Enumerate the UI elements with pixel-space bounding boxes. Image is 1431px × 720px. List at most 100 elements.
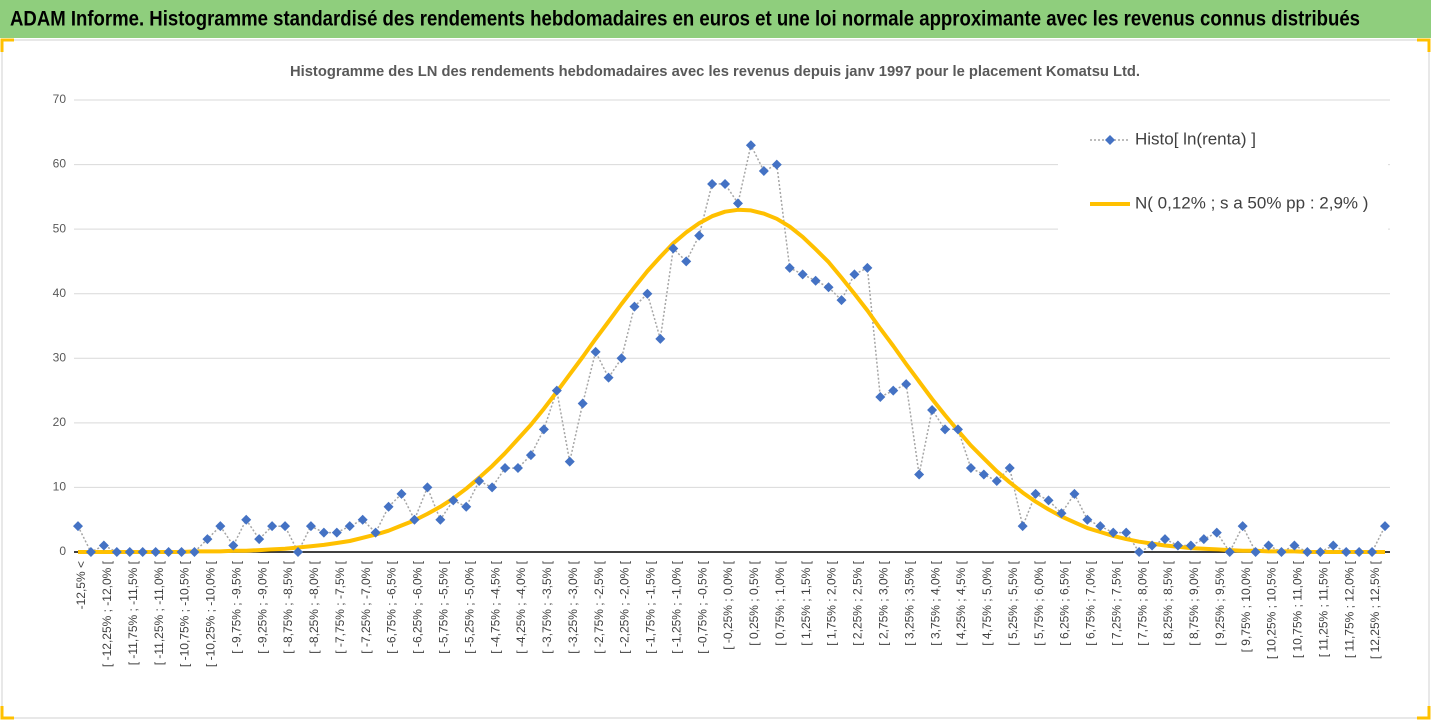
marker <box>254 534 265 545</box>
marker <box>202 534 213 545</box>
marker <box>1237 521 1248 532</box>
marker <box>577 398 588 409</box>
marker <box>331 527 342 538</box>
marker <box>784 262 795 273</box>
marker <box>500 463 511 474</box>
marker <box>849 269 860 280</box>
x-tick-label: [ -11,25% ; -11,0% [ <box>152 560 166 665</box>
marker <box>901 379 912 390</box>
marker <box>875 392 886 403</box>
marker <box>1030 488 1041 499</box>
x-tick-label: [ 2,75% ; 3,0% [ <box>876 560 890 645</box>
y-tick-label: 50 <box>53 221 67 235</box>
marker <box>292 547 303 557</box>
x-tick-label: [ -7,75% ; -7,5% [ <box>333 560 347 653</box>
marker <box>914 469 925 480</box>
marker <box>241 514 252 525</box>
marker <box>862 262 873 273</box>
marker <box>1367 547 1378 557</box>
x-tick-label: [ 2,25% ; 2,5% [ <box>851 560 865 645</box>
x-tick-label: [ 8,25% ; 8,5% [ <box>1161 560 1175 645</box>
x-tick-label: [ 11,75% ; 12,0% [ <box>1342 560 1356 658</box>
marker <box>1004 463 1015 474</box>
x-tick-label: [ -0,75% ; -0,5% [ <box>695 560 709 653</box>
marker <box>409 514 420 525</box>
marker <box>1380 521 1390 532</box>
marker <box>551 385 562 396</box>
marker <box>318 527 329 538</box>
marker <box>965 463 976 474</box>
marker <box>1147 540 1158 551</box>
marker <box>215 521 226 532</box>
series-line <box>78 207 1385 554</box>
header-title: ADAM Informe. Histogramme standardisé de… <box>10 8 1360 31</box>
marker <box>797 269 808 280</box>
marker <box>512 463 523 474</box>
marker <box>1043 495 1054 506</box>
marker <box>448 495 459 506</box>
x-tick-label: [ 1,75% ; 2,0% [ <box>825 560 839 645</box>
marker <box>474 475 485 486</box>
marker <box>163 547 174 557</box>
y-tick-label: 20 <box>53 415 67 429</box>
marker <box>991 475 1002 486</box>
marker <box>1315 547 1326 557</box>
marker <box>1185 540 1196 551</box>
marker <box>823 282 834 293</box>
x-tick-label: [ 4,75% ; 5,0% [ <box>980 560 994 645</box>
marker <box>1341 547 1352 557</box>
marker <box>952 424 963 435</box>
x-tick-label: [ 12,25% ; 12,5% [ <box>1368 560 1382 659</box>
x-tick-label: [ -4,75% ; -4,5% [ <box>488 560 502 653</box>
marker <box>1263 540 1274 551</box>
legend-marker <box>1105 135 1115 145</box>
marker <box>189 547 200 557</box>
marker <box>344 521 355 532</box>
legend-label: N( 0,12% ; s a 50% pp : 2,9% ) <box>1135 193 1368 212</box>
marker <box>888 385 899 396</box>
x-tick-label: [ 4,25% ; 4,5% [ <box>954 560 968 645</box>
x-tick-label: [ 6,75% ; 7,0% [ <box>1084 560 1098 645</box>
marker <box>435 514 446 525</box>
x-tick-label: [ -3,75% ; -3,5% [ <box>540 560 554 653</box>
marker <box>732 198 743 209</box>
marker <box>642 288 653 299</box>
marker <box>124 547 135 557</box>
marker <box>694 230 705 241</box>
marker <box>940 424 951 435</box>
marker <box>1082 514 1093 525</box>
marker <box>487 482 498 493</box>
marker <box>1017 521 1028 532</box>
marker <box>978 469 989 480</box>
x-tick-label: [ 10,25% ; 10,5% [ <box>1265 560 1279 659</box>
x-tick-label: [ -3,25% ; -3,0% [ <box>566 560 580 653</box>
marker <box>1224 547 1235 557</box>
x-tick-label: [ 8,75% ; 9,0% [ <box>1187 560 1201 645</box>
x-tick-label: [ 10,75% ; 11,0% [ <box>1291 560 1305 658</box>
marker <box>383 501 394 512</box>
x-tick-label: -12,5% < <box>74 561 88 609</box>
marker <box>525 450 536 461</box>
marker <box>305 521 316 532</box>
marker <box>1211 527 1222 538</box>
marker <box>1289 540 1300 551</box>
x-tick-label: [ 9,75% ; 10,0% [ <box>1239 560 1253 652</box>
x-tick-label: [ -7,25% ; -7,0% [ <box>359 560 373 653</box>
x-tick-label: [ 0,25% ; 0,5% [ <box>747 560 761 645</box>
x-tick-label: [ 1,25% ; 1,5% [ <box>799 560 813 645</box>
marker <box>681 256 692 267</box>
marker <box>1056 508 1067 519</box>
y-tick-label: 10 <box>53 480 67 494</box>
x-tick-label: [ -8,75% ; -8,5% [ <box>281 560 295 653</box>
marker <box>267 521 278 532</box>
y-tick-label: 70 <box>53 92 67 106</box>
marker <box>1250 547 1261 557</box>
y-tick-label: 30 <box>53 350 67 364</box>
x-tick-label: [ 5,25% ; 5,5% [ <box>1006 560 1020 645</box>
marker <box>1160 534 1171 545</box>
marker <box>280 521 291 532</box>
x-tick-label: [ -5,75% ; -5,5% [ <box>437 560 451 653</box>
x-tick-label: [ -9,75% ; -9,5% [ <box>229 560 243 653</box>
x-tick-label: [ -6,75% ; -6,5% [ <box>385 560 399 653</box>
x-tick-label: [ 3,75% ; 4,0% [ <box>928 560 942 645</box>
